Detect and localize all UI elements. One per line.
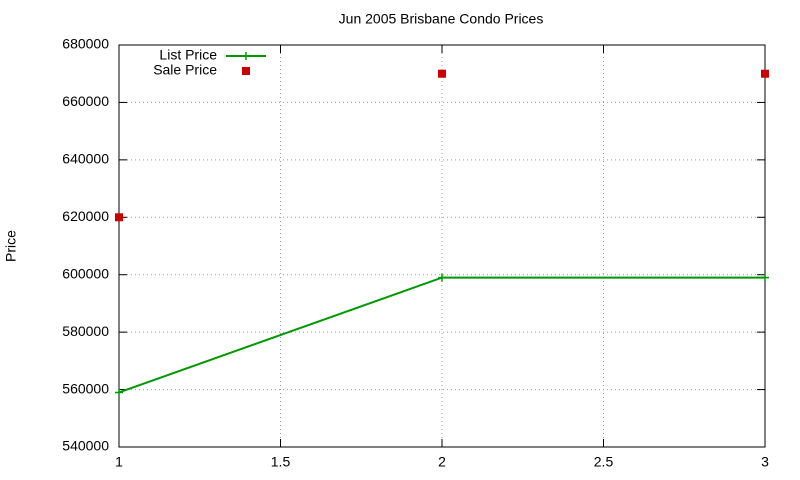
series-line xyxy=(118,276,765,394)
y-tick-label: 680000 xyxy=(62,36,109,52)
y-tick-label: 640000 xyxy=(62,151,109,167)
legend-label: Sale Price xyxy=(153,62,217,78)
y-axis-label: Price xyxy=(3,230,19,262)
marker xyxy=(115,388,123,397)
marker xyxy=(761,69,769,78)
legend-label: List Price xyxy=(159,47,217,63)
legend-marker xyxy=(242,67,250,75)
y-tick-label: 660000 xyxy=(62,93,109,109)
marker xyxy=(761,273,769,282)
marker xyxy=(438,273,446,282)
marker xyxy=(115,213,123,222)
y-tick-label: 580000 xyxy=(62,323,109,339)
x-tick-label: 1.5 xyxy=(271,454,291,470)
x-tick-label: 2.5 xyxy=(594,454,614,470)
marker xyxy=(438,69,446,78)
y-tick-label: 560000 xyxy=(62,380,109,396)
chart-title: Jun 2005 Brisbane Condo Prices xyxy=(339,11,544,27)
y-tick-label: 620000 xyxy=(62,208,109,224)
legend-marker xyxy=(242,52,250,60)
y-tick-label: 600000 xyxy=(62,265,109,281)
x-tick-label: 2 xyxy=(438,454,446,470)
y-tick-label: 540000 xyxy=(62,438,109,454)
plot-border xyxy=(118,44,766,448)
x-tick-label: 1 xyxy=(115,454,123,470)
x-tick-label: 3 xyxy=(761,454,769,470)
